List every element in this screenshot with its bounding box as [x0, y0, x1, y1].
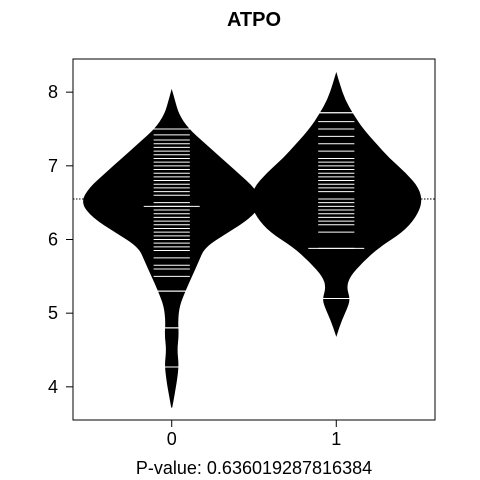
- y-axis: 4 5 6 7 8: [48, 82, 73, 397]
- chart-title: ATPO: [227, 9, 281, 31]
- x-tick-label-0: 0: [167, 429, 177, 449]
- overlays-layer: [73, 112, 435, 368]
- x-tick-label-1: 1: [331, 429, 341, 449]
- bean-1: [251, 71, 422, 337]
- y-tick-label-6: 6: [48, 230, 58, 250]
- y-tick-label-4: 4: [48, 377, 58, 397]
- beans-layer: [83, 71, 422, 408]
- y-tick-label-7: 7: [48, 156, 58, 176]
- x-axis-label: P-value: 0.636019287816384: [136, 458, 372, 478]
- y-tick-label-8: 8: [48, 82, 58, 102]
- y-tick-label-5: 5: [48, 303, 58, 323]
- bean-0: [83, 88, 261, 408]
